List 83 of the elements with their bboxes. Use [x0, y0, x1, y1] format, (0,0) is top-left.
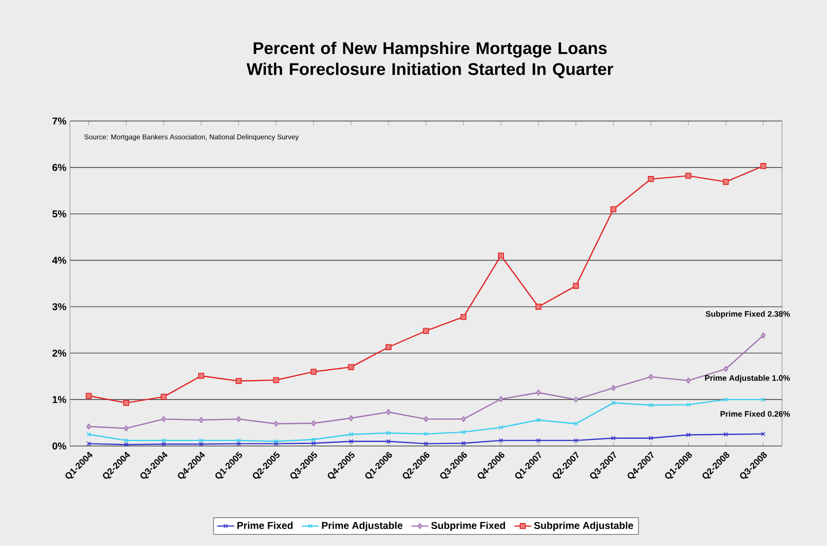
point — [724, 432, 728, 437]
point — [310, 368, 317, 375]
point — [386, 430, 391, 436]
point — [610, 206, 616, 212]
y-tick-label: 0% — [52, 442, 66, 450]
point — [423, 328, 429, 334]
point — [535, 304, 542, 310]
y-tick-label: 5% — [52, 210, 66, 218]
point — [498, 396, 504, 402]
legend-label: Subprime Adjustable — [534, 522, 634, 531]
point — [611, 384, 616, 391]
point — [386, 409, 391, 416]
point — [572, 282, 579, 289]
y-tick-label: 1% — [52, 396, 66, 404]
y-tick-label: 2% — [52, 350, 66, 357]
point — [686, 378, 691, 384]
point — [236, 438, 241, 443]
point — [124, 442, 128, 447]
y-tick-label: 7% — [52, 118, 66, 125]
point — [760, 332, 766, 338]
point — [198, 442, 204, 446]
point — [498, 438, 504, 443]
point — [648, 436, 654, 440]
point — [198, 417, 204, 423]
point — [574, 438, 578, 443]
point — [536, 418, 541, 422]
point — [386, 439, 391, 444]
point — [124, 425, 129, 432]
point — [160, 394, 167, 400]
point — [274, 420, 278, 427]
point — [348, 415, 354, 422]
point — [536, 438, 541, 443]
point — [685, 172, 692, 179]
point — [311, 440, 316, 446]
point — [86, 424, 92, 430]
point — [611, 436, 616, 440]
point — [648, 374, 654, 380]
point — [723, 366, 728, 372]
point — [460, 314, 466, 320]
point — [348, 439, 354, 444]
y-tick-label: 6% — [52, 164, 66, 171]
point — [348, 364, 354, 370]
point — [161, 442, 166, 446]
point — [123, 400, 130, 406]
point — [236, 416, 241, 422]
point — [424, 432, 428, 436]
point — [461, 430, 466, 434]
point — [424, 441, 428, 446]
point — [236, 441, 241, 446]
point — [648, 402, 654, 408]
point — [86, 392, 92, 399]
point — [686, 432, 691, 438]
point — [198, 438, 204, 443]
chart-title: Percent of New Hampshire Mortgage Loans With Foreclosure Initiation Started In Quarter — [246, 42, 614, 78]
point — [760, 163, 766, 170]
point — [386, 344, 392, 350]
point — [311, 420, 316, 426]
point — [574, 421, 578, 426]
point — [424, 416, 428, 422]
point — [461, 440, 466, 446]
legend-label: Prime Adjustable — [322, 522, 402, 531]
point — [722, 178, 729, 185]
point — [686, 402, 691, 407]
point — [574, 396, 578, 403]
point — [536, 390, 541, 396]
point — [161, 438, 166, 443]
point — [461, 416, 466, 422]
point — [498, 425, 504, 430]
legend-label: Subprime Fixed — [431, 522, 506, 531]
point — [161, 416, 166, 422]
y-tick-label: 4% — [52, 256, 66, 264]
legend-label: Prime Fixed — [237, 522, 293, 530]
point — [611, 400, 616, 406]
point — [348, 432, 354, 437]
point — [236, 378, 242, 384]
point — [311, 437, 316, 442]
point — [648, 176, 654, 182]
point — [198, 372, 204, 379]
point — [724, 397, 728, 402]
point — [273, 377, 280, 384]
point — [124, 438, 128, 443]
point — [498, 252, 504, 259]
y-tick-label: 3% — [52, 303, 66, 310]
